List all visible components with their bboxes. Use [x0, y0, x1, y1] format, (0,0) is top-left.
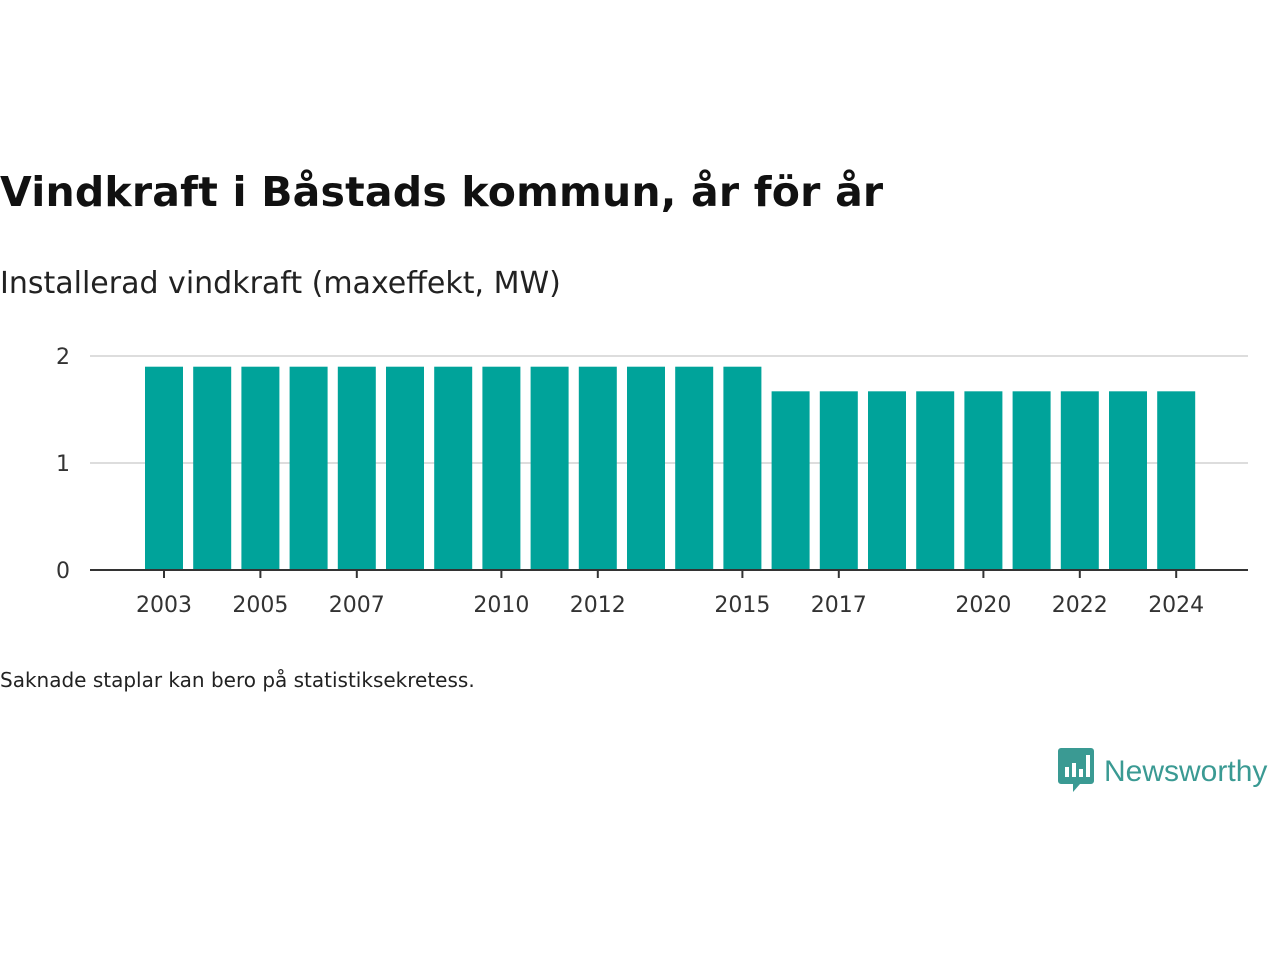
brand-logo: Newsworthy [1058, 748, 1267, 796]
x-tick-label: 2015 [714, 593, 770, 618]
bar-2007 [337, 366, 376, 570]
bar-2021 [1012, 391, 1051, 570]
footnote: Saknade staplar kan bero på statistiksek… [0, 668, 475, 692]
bar-2008 [386, 366, 424, 570]
bar-2019 [916, 391, 955, 570]
bar-2006 [289, 366, 328, 570]
bar-2012 [578, 366, 617, 570]
y-tick-label: 1 [56, 452, 70, 477]
brand-name: Newsworthy [1104, 755, 1268, 788]
bar-2014 [675, 366, 714, 570]
bar-2023 [1109, 391, 1147, 570]
bar-2005 [241, 366, 280, 570]
x-tick-label: 2012 [570, 593, 626, 618]
chart-subtitle: Installerad vindkraft (maxeffekt, MW) [0, 266, 561, 301]
bar-2015 [723, 366, 762, 570]
bar-2009 [434, 366, 473, 570]
newsworthy-logo-icon [1058, 748, 1094, 796]
bar-chart: 0 1 2 2003 2005 2007 2010 2012 2015 2017 2020 2022 2… [56, 345, 1248, 618]
grid-layer [90, 355, 1248, 464]
bar-2017 [819, 391, 858, 570]
x-tick-label: 2024 [1148, 593, 1204, 618]
x-tick-label: 2017 [811, 593, 867, 618]
y-tick-label: 2 [56, 345, 70, 370]
x-tick-label: 2020 [955, 593, 1011, 618]
x-tick-label: 2022 [1052, 593, 1108, 618]
bar-2011 [530, 366, 569, 570]
bar-2013 [627, 366, 665, 570]
x-tick-label: 2007 [329, 593, 385, 618]
bar-2010 [482, 366, 521, 570]
x-tick-label: 2003 [136, 593, 192, 618]
y-tick-label: 0 [56, 559, 70, 584]
bar-2022 [1060, 391, 1099, 570]
bar-2024 [1157, 391, 1196, 570]
bar-2016 [771, 391, 810, 570]
chart-title: Vindkraft i Båstads kommun, år för år [0, 168, 884, 216]
axis-layer: 0 1 2 2003 2005 2007 2010 2012 2015 2017 2020 2022 2… [56, 345, 1248, 618]
bar-2018 [868, 391, 906, 570]
bar-2003 [145, 366, 183, 570]
x-tick-label: 2005 [232, 593, 288, 618]
x-tick-label: 2010 [473, 593, 529, 618]
bar-2020 [964, 391, 1003, 570]
bar-2004 [193, 366, 232, 570]
bars-layer [145, 366, 1196, 570]
